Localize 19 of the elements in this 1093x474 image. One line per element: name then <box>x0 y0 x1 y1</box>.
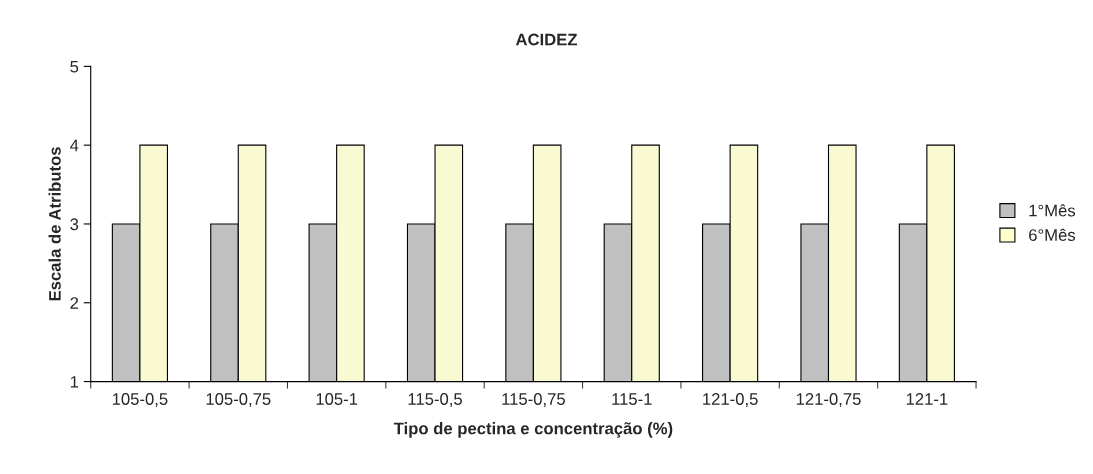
legend-label: 6°Mês <box>1029 228 1076 241</box>
x-axis-title: Tipo de pectina e concentração (%) <box>393 422 673 438</box>
legend-label: 1°Mês <box>1029 204 1076 217</box>
x-tick-label: 121-0,75 <box>796 393 861 407</box>
y-tick-label: 4 <box>70 139 79 152</box>
x-tick-label: 105-1 <box>316 393 358 405</box>
x-tick-label: 115-0,5 <box>408 393 462 407</box>
y-tick-label: 3 <box>70 218 79 231</box>
x-tick-label: 115-0,75 <box>502 393 565 407</box>
y-tick-label: 5 <box>70 60 79 73</box>
x-tick-label: 105-0,75 <box>206 393 271 407</box>
x-tick-label: 121-1 <box>906 393 948 405</box>
x-tick-label: 121-0,5 <box>703 393 758 407</box>
x-tick-label: 115-1 <box>612 393 652 405</box>
x-tick-label: 105-0,5 <box>112 393 168 407</box>
y-tick-label: 1 <box>70 376 79 388</box>
y-tick-label: 2 <box>70 297 79 309</box>
y-axis-title: Escala de Atributos <box>48 147 61 301</box>
chart-title: ACIDEZ <box>515 33 578 46</box>
